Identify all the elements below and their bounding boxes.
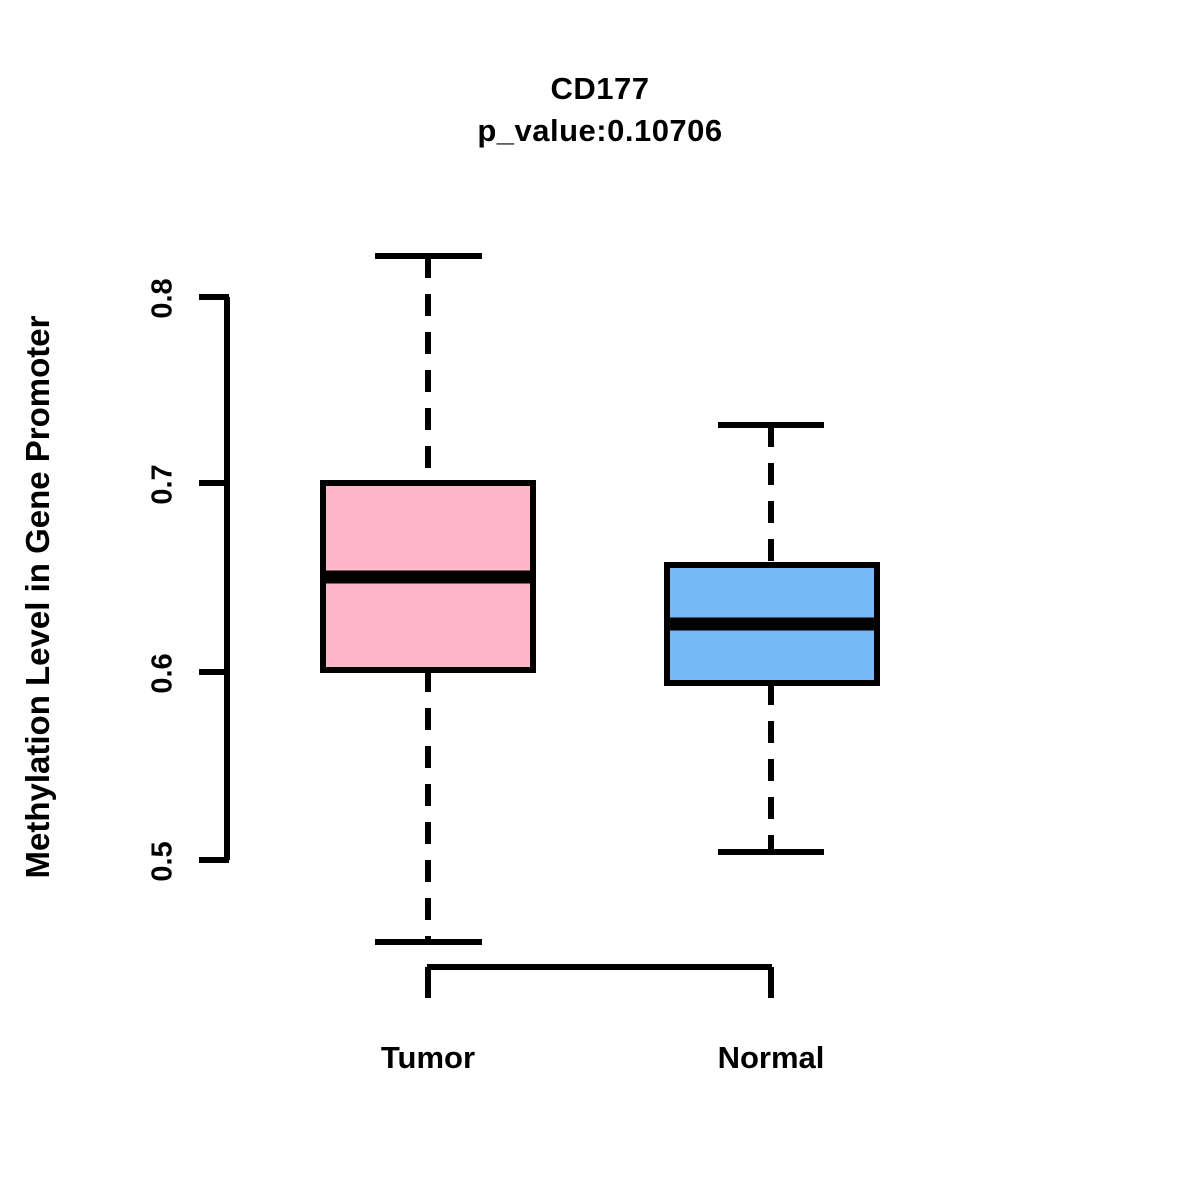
y-axis: [199, 294, 230, 863]
x-tick-label-tumor: Tumor: [380, 1040, 476, 1075]
page-title: CD177: [550, 71, 650, 106]
x-tick-label-normal: Normal: [717, 1040, 825, 1075]
chart-title-block: CD177 p_value:0.10706: [0, 68, 1200, 152]
box-tumor[interactable]: [320, 253, 536, 945]
significance-bracket: [425, 964, 774, 998]
box-normal[interactable]: [664, 422, 880, 855]
p-value-subtitle: p_value:0.10706: [477, 113, 723, 148]
